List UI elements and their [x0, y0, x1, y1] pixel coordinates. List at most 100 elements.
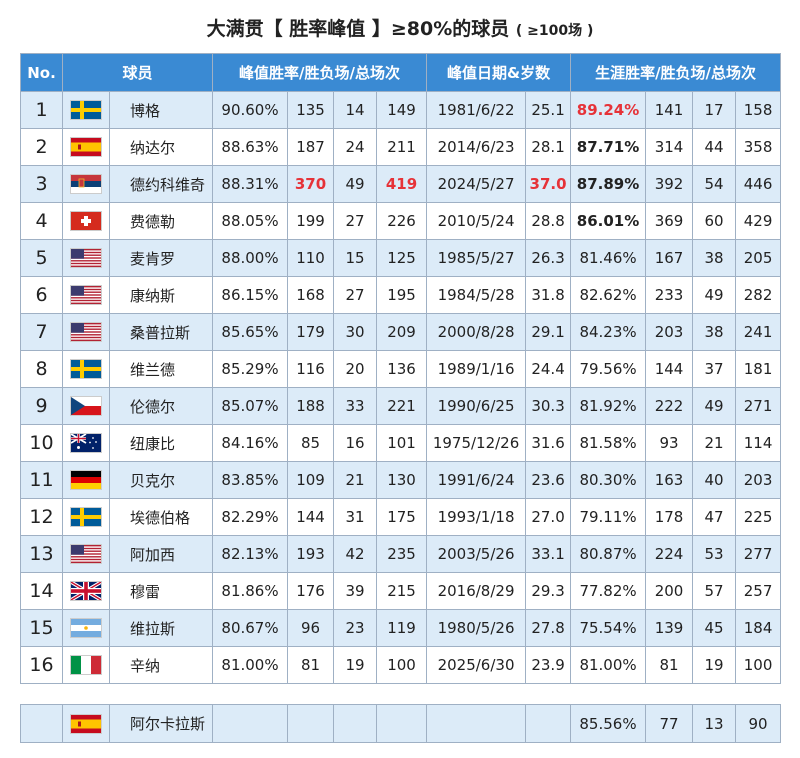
- career-losses: 49: [692, 387, 737, 425]
- table-row: 1 博格 90.60% 135 14 149 1981/6/22 25.1 89.24% 141 1…: [20, 91, 782, 129]
- peak-total: 130: [376, 461, 428, 499]
- table-row: 6 康纳斯 86.15% 168 27 195 1984/5/28 31.8 82.62% 233…: [20, 276, 782, 314]
- extra-table: 阿尔卡拉斯 85.56% 77 13 90: [20, 704, 781, 743]
- extra-empty: [426, 704, 526, 743]
- flag-cell: [62, 609, 110, 647]
- peak-total: 209: [376, 313, 428, 351]
- uk-flag-icon: [70, 580, 102, 602]
- career-win-pct: 89.24%: [570, 91, 647, 129]
- flag-cell: [62, 461, 110, 499]
- peak-losses: 33: [333, 387, 378, 425]
- career-total: 241: [735, 313, 782, 351]
- czech-flag-icon: [70, 396, 102, 416]
- australia-flag-icon: [70, 433, 102, 453]
- table-row: 15 维拉斯 80.67% 96 23 119 1980/5/26 27.8 75.54% 139…: [20, 609, 782, 647]
- career-losses: 38: [692, 313, 737, 351]
- peak-wins: 176: [287, 572, 335, 610]
- extra-career-losses: 13: [692, 704, 736, 743]
- peak-win-pct: 88.05%: [212, 202, 289, 240]
- peak-wins: 85: [287, 424, 335, 462]
- peak-age: 28.8: [525, 202, 572, 240]
- peak-age: 27.0: [525, 498, 572, 536]
- career-wins: 203: [645, 313, 694, 351]
- extra-player-name: 阿尔卡拉斯: [109, 704, 213, 743]
- peak-win-pct: 90.60%: [212, 91, 289, 129]
- peak-total: 101: [376, 424, 428, 462]
- career-losses: 17: [692, 91, 737, 129]
- table-row: 14 穆雷 81.86% 176 39 215 2016/8/29 29.3 77.82% 200…: [20, 572, 782, 610]
- no-cell: 9: [20, 387, 63, 425]
- career-losses: 44: [692, 128, 737, 166]
- player-name: 穆雷: [108, 572, 214, 610]
- header-peak: 峰值胜率/胜负场/总场次: [212, 53, 428, 92]
- flag-cell: [62, 202, 110, 240]
- career-wins: 93: [645, 424, 694, 462]
- peak-date: 2000/8/28: [426, 313, 527, 351]
- peak-losses: 27: [333, 202, 378, 240]
- player-name: 麦肯罗: [108, 239, 214, 277]
- header-no: No.: [20, 53, 63, 92]
- career-wins: 392: [645, 165, 694, 203]
- peak-win-pct: 81.86%: [212, 572, 289, 610]
- peak-total: 100: [376, 646, 428, 684]
- peak-date: 1975/12/26: [426, 424, 527, 462]
- usa-flag-icon: [70, 285, 102, 305]
- player-name: 纳达尔: [108, 128, 214, 166]
- peak-total: 226: [376, 202, 428, 240]
- peak-age: 28.1: [525, 128, 572, 166]
- peak-wins: 193: [287, 535, 335, 573]
- header-peak-date: 峰值日期&岁数: [426, 53, 572, 92]
- sweden-flag-icon: [70, 359, 102, 379]
- title-sub: ( ≥100场 ): [515, 23, 594, 39]
- career-win-pct: 80.87%: [570, 535, 647, 573]
- career-wins: 369: [645, 202, 694, 240]
- no-cell: 8: [20, 350, 63, 388]
- no-cell: 15: [20, 609, 63, 647]
- peak-win-pct: 88.00%: [212, 239, 289, 277]
- spain-flag-icon: [70, 713, 102, 734]
- career-wins: 144: [645, 350, 694, 388]
- no-cell: 16: [20, 646, 63, 684]
- career-losses: 49: [692, 276, 737, 314]
- no-cell: 12: [20, 498, 63, 536]
- career-wins: 200: [645, 572, 694, 610]
- peak-age: 23.6: [525, 461, 572, 499]
- peak-losses: 21: [333, 461, 378, 499]
- peak-age: 26.3: [525, 239, 572, 277]
- peak-wins: 168: [287, 276, 335, 314]
- ranking-table: No. 球员 峰值胜率/胜负场/总场次 峰值日期&岁数 生涯胜率/胜负场/总场次…: [20, 53, 782, 684]
- career-total: 158: [735, 91, 782, 129]
- flag-cell: [62, 572, 110, 610]
- extra-row: 阿尔卡拉斯 85.56% 77 13 90: [20, 704, 781, 743]
- sweden-flag-icon: [70, 100, 102, 120]
- peak-date: 2010/5/24: [426, 202, 527, 240]
- peak-win-pct: 82.13%: [212, 535, 289, 573]
- player-name: 伦德尔: [108, 387, 214, 425]
- career-losses: 40: [692, 461, 737, 499]
- peak-win-pct: 85.65%: [212, 313, 289, 351]
- peak-age: 30.3: [525, 387, 572, 425]
- player-name: 维兰德: [108, 350, 214, 388]
- table-row: 2 纳达尔 88.63% 187 24 211 2014/6/23 28.1 87.71% 314…: [20, 128, 782, 166]
- header-row: No. 球员 峰值胜率/胜负场/总场次 峰值日期&岁数 生涯胜率/胜负场/总场次: [20, 53, 782, 92]
- peak-date: 2014/6/23: [426, 128, 527, 166]
- switzerland-flag-icon: [70, 211, 102, 231]
- peak-total: 195: [376, 276, 428, 314]
- usa-flag-icon: [70, 248, 102, 268]
- peak-date: 1980/5/26: [426, 609, 527, 647]
- player-name: 贝克尔: [108, 461, 214, 499]
- table-row: 4 费德勒 88.05% 199 27 226 2010/5/24 28.8 86.01% 369…: [20, 202, 782, 240]
- career-wins: 178: [645, 498, 694, 536]
- peak-losses: 23: [333, 609, 378, 647]
- peak-wins: 109: [287, 461, 335, 499]
- table-row: 10 纽康比 84.16% 85 16 101 1975/12/26 31.6 81.58% 93…: [20, 424, 782, 462]
- table-row: 13 阿加西 82.13% 193 42 235 2003/5/26 33.1 80.87% 22…: [20, 535, 782, 573]
- career-losses: 21: [692, 424, 737, 462]
- career-wins: 81: [645, 646, 694, 684]
- peak-age: 33.1: [525, 535, 572, 573]
- player-name: 维拉斯: [108, 609, 214, 647]
- no-cell: 4: [20, 202, 63, 240]
- extra-no: [20, 704, 63, 743]
- player-name: 埃德伯格: [108, 498, 214, 536]
- spain-flag-icon: [70, 137, 102, 157]
